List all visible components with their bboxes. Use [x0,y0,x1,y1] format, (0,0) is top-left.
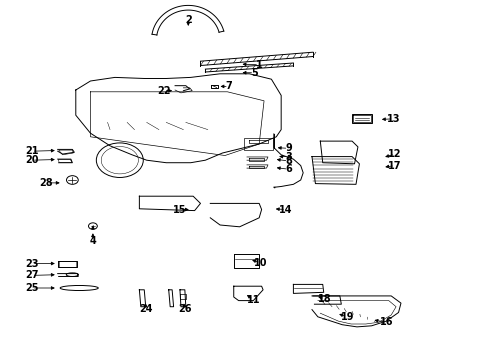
Text: 14: 14 [279,204,292,215]
Text: 13: 13 [386,114,400,124]
Text: 18: 18 [318,294,331,304]
Text: 28: 28 [40,178,53,188]
Text: 12: 12 [387,149,401,159]
Text: 26: 26 [178,304,191,314]
Text: 22: 22 [157,86,170,96]
Text: 4: 4 [89,236,96,246]
Text: 20: 20 [25,155,39,165]
Text: 11: 11 [246,294,260,305]
Text: 27: 27 [25,270,39,280]
Text: 21: 21 [25,146,39,156]
Text: 15: 15 [173,204,186,215]
Text: 1: 1 [255,60,262,70]
Text: 7: 7 [225,81,232,91]
Bar [244,138,272,150]
Text: 23: 23 [25,258,39,269]
Text: 10: 10 [253,258,267,268]
Text: 24: 24 [139,304,152,314]
Polygon shape [59,150,73,155]
Bar [351,114,371,123]
Text: 5: 5 [250,68,257,78]
Text: 17: 17 [387,161,401,171]
Text: 2: 2 [184,15,191,25]
Text: 8: 8 [285,156,291,166]
Text: 16: 16 [379,317,392,327]
Text: 3: 3 [285,152,291,162]
Text: 6: 6 [285,164,291,174]
Text: 25: 25 [25,283,39,293]
Text: 19: 19 [340,312,353,322]
Text: 9: 9 [285,143,291,153]
Polygon shape [58,159,72,162]
